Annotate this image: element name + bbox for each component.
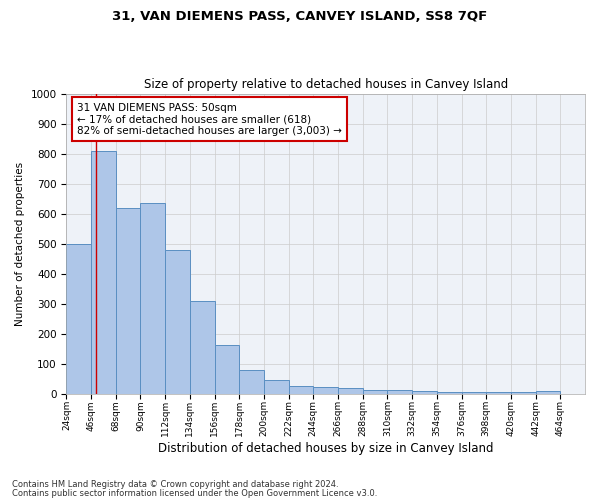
- Bar: [437, 392, 461, 394]
- Title: Size of property relative to detached houses in Canvey Island: Size of property relative to detached ho…: [143, 78, 508, 91]
- Bar: [461, 392, 486, 394]
- Bar: [338, 388, 363, 394]
- Bar: [388, 390, 412, 394]
- Bar: [190, 302, 215, 394]
- Bar: [486, 392, 511, 394]
- Text: 31 VAN DIEMENS PASS: 50sqm
← 17% of detached houses are smaller (618)
82% of sem: 31 VAN DIEMENS PASS: 50sqm ← 17% of deta…: [77, 102, 341, 136]
- Text: 31, VAN DIEMENS PASS, CANVEY ISLAND, SS8 7QF: 31, VAN DIEMENS PASS, CANVEY ISLAND, SS8…: [112, 10, 488, 23]
- Y-axis label: Number of detached properties: Number of detached properties: [15, 162, 25, 326]
- Bar: [215, 345, 239, 394]
- Bar: [511, 392, 536, 394]
- Bar: [91, 150, 116, 394]
- X-axis label: Distribution of detached houses by size in Canvey Island: Distribution of detached houses by size …: [158, 442, 493, 455]
- Bar: [363, 390, 388, 394]
- Bar: [536, 391, 560, 394]
- Bar: [239, 370, 264, 394]
- Bar: [313, 387, 338, 394]
- Bar: [289, 386, 313, 394]
- Bar: [264, 380, 289, 394]
- Bar: [67, 244, 91, 394]
- Bar: [140, 203, 165, 394]
- Bar: [412, 392, 437, 394]
- Text: Contains HM Land Registry data © Crown copyright and database right 2024.: Contains HM Land Registry data © Crown c…: [12, 480, 338, 489]
- Bar: [165, 250, 190, 394]
- Bar: [116, 208, 140, 394]
- Text: Contains public sector information licensed under the Open Government Licence v3: Contains public sector information licen…: [12, 488, 377, 498]
